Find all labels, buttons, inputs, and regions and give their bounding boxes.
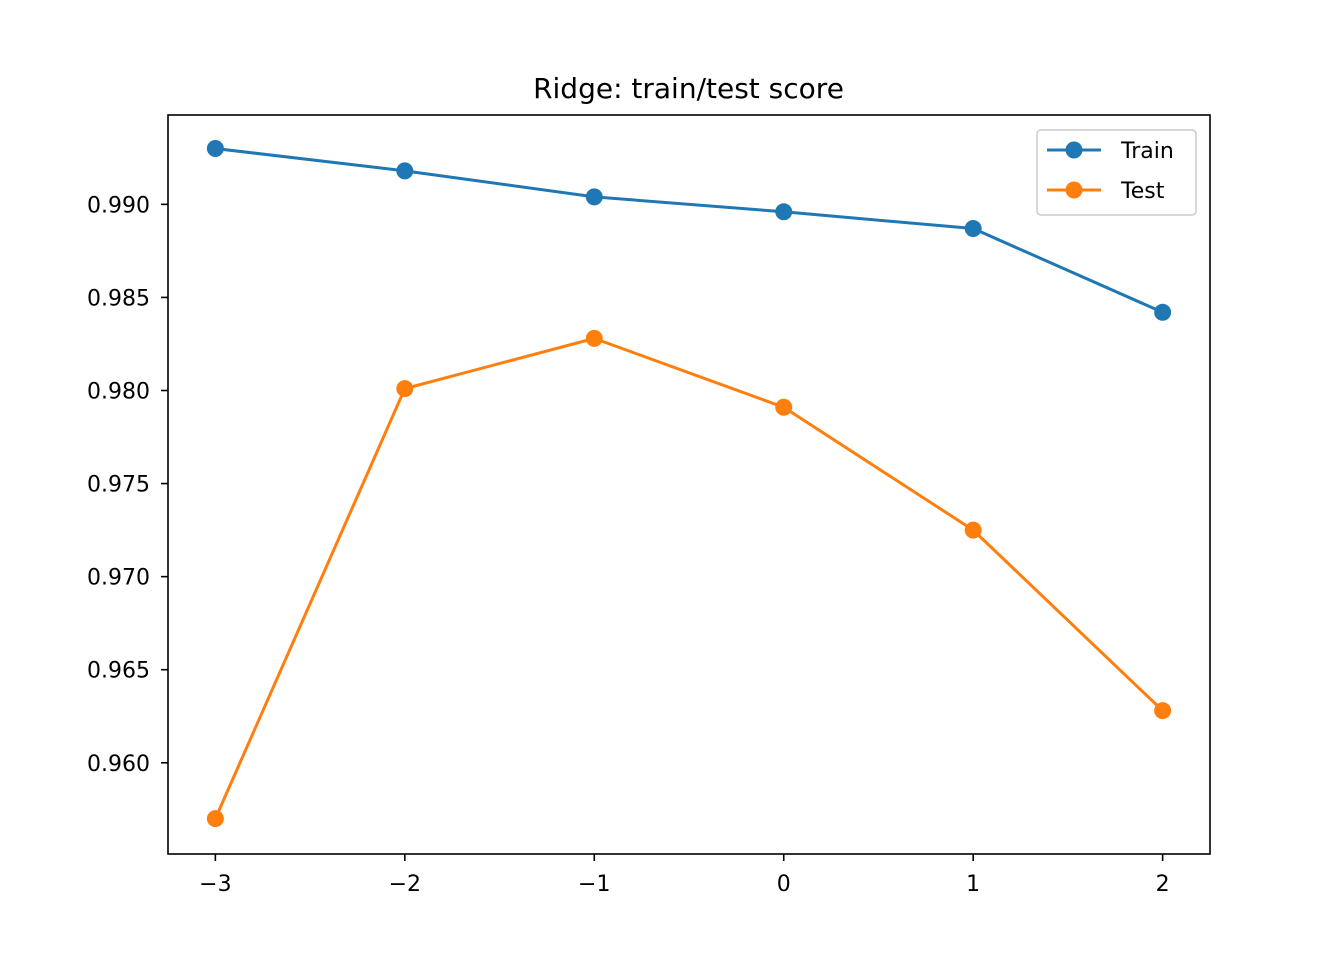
legend: Train Test (1036, 129, 1197, 216)
test-point (775, 398, 793, 416)
plot-area: −3 −2 −1 0 1 2 0.960 0.965 0.970 0.975 0.980 0.985 0… (87, 114, 1211, 897)
train-point (585, 188, 603, 206)
test-point (1154, 702, 1172, 720)
x-tick-label: 0 (777, 872, 791, 897)
legend-train-marker (1065, 141, 1083, 159)
train-point (206, 140, 224, 158)
y-tick-label: 0.960 (87, 752, 150, 777)
train-point (1154, 303, 1172, 321)
x-tick-label: −3 (199, 872, 231, 897)
x-tick-label: −1 (578, 872, 610, 897)
legend-test-label: Test (1120, 179, 1165, 204)
y-tick-label: 0.980 (87, 379, 150, 404)
train-point (964, 220, 982, 238)
x-tick-label: 2 (1156, 872, 1170, 897)
chart-title: Ridge: train/test score (533, 72, 844, 105)
test-point (585, 329, 603, 347)
train-point (396, 162, 414, 180)
y-tick-label: 0.975 (87, 473, 150, 498)
train-series-line (213, 146, 1165, 315)
y-tick-label: 0.970 (87, 566, 150, 591)
y-tick-label: 0.990 (87, 193, 150, 218)
axes-frame (167, 114, 1211, 855)
y-tick-label: 0.965 (87, 659, 150, 684)
test-point (964, 521, 982, 539)
x-tick-label: 1 (966, 872, 980, 897)
test-series-line (213, 336, 1165, 821)
legend-test-marker (1065, 181, 1083, 199)
legend-train-label: Train (1120, 139, 1174, 164)
y-tick-label: 0.985 (87, 286, 150, 311)
test-point (206, 810, 224, 828)
test-point (396, 380, 414, 398)
train-point (775, 203, 793, 221)
x-tick-label: −2 (389, 872, 421, 897)
